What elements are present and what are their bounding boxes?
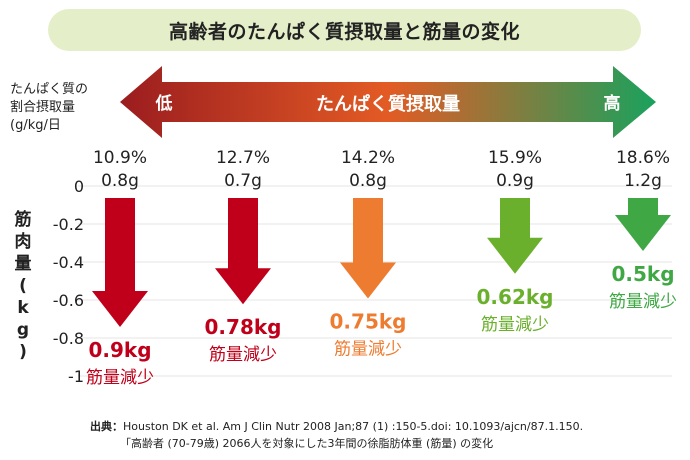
y-tick-label: -0.4	[53, 253, 84, 272]
intake-axis-label-line: たんぱく質の	[10, 82, 89, 97]
y-axis-title: 筋肉量(k g)	[14, 209, 32, 362]
intake-high-label: 高	[604, 93, 621, 114]
change-label: 筋量減少	[481, 315, 549, 335]
y-axis-title-char: )	[19, 342, 27, 362]
y-tick-label: -0.2	[53, 215, 84, 234]
y-axis-title-char: g	[17, 320, 29, 340]
change-label: 筋量減少	[334, 340, 402, 360]
y-axis-title-char: (	[19, 276, 27, 296]
change-label: 筋量減少	[609, 292, 677, 312]
category-grams-label: 0.8g	[101, 171, 139, 191]
y-ticks: 0 -0.2 -0.4 -0.6 -0.8 -1	[53, 177, 84, 386]
category-percent-label: 15.9%	[488, 148, 542, 168]
chart-title: 高齢者のたんぱく質摂取量と筋量の変化	[168, 20, 520, 43]
intake-axis-label: たんぱく質の 割合摂取量 (g/kg/日	[10, 81, 88, 135]
category-percent-label: 12.7%	[216, 148, 270, 168]
y-tick-label: -0.6	[53, 291, 84, 310]
value-label: 0.9kg	[88, 338, 151, 362]
intake-axis-label-line: (g/kg/日	[10, 118, 61, 133]
value-labels: 0.9kg 筋量減少 0.78kg 筋量減少 0.75kg 筋量減少 0.62kg 筋量減少 0…	[86, 262, 677, 388]
category-grams-label: 0.7g	[224, 171, 262, 191]
y-axis-title-char: 肉	[15, 231, 32, 252]
category-grams-label: 1.2g	[624, 171, 662, 191]
intake-axis-label-line: 割合摂取量	[10, 100, 76, 115]
intake-low-label: 低	[155, 93, 173, 114]
y-tick-label: -0.8	[53, 329, 84, 348]
value-label: 0.5kg	[611, 262, 674, 286]
change-label: 筋量減少	[86, 368, 154, 388]
category-percent-label: 10.9%	[93, 148, 147, 168]
value-label: 0.75kg	[330, 310, 407, 334]
y-tick-label: -1	[68, 367, 84, 386]
intake-arrow-label: たんぱく質摂取量	[316, 93, 460, 115]
intake-gradient-arrow	[120, 66, 656, 138]
muscle-loss-arrow	[615, 198, 671, 251]
title-banner: 高齢者のたんぱく質摂取量と筋量の変化	[48, 9, 641, 51]
bars	[92, 198, 671, 327]
y-axis-title-char: 筋	[14, 209, 32, 230]
value-label: 0.78kg	[205, 315, 282, 339]
y-axis-title-char: k	[17, 298, 29, 318]
y-axis-title-char: 量	[15, 253, 32, 274]
category-grams-label: 0.9g	[496, 171, 534, 191]
y-tick-label: 0	[74, 177, 84, 196]
source-line-2: 「高齢者 (70-79歳) 2066人を対象にした3年間の徐脂肪体重 (筋量) …	[120, 437, 494, 450]
muscle-loss-arrow	[215, 198, 271, 305]
muscle-loss-arrow	[340, 198, 396, 299]
category-labels: 10.9% 0.8g 12.7% 0.7g 14.2% 0.8g 15.9% 0.9g 18.6…	[93, 148, 670, 191]
value-label: 0.62kg	[477, 285, 554, 309]
source-prefix: 出典：	[90, 420, 123, 433]
muscle-loss-arrow	[92, 198, 148, 327]
category-grams-label: 0.8g	[349, 171, 387, 191]
category-percent-label: 14.2%	[341, 148, 395, 168]
change-label: 筋量減少	[209, 345, 277, 365]
source-line-1: Houston DK et al. Am J Clin Nutr 2008 Ja…	[123, 420, 584, 433]
muscle-loss-arrow	[487, 198, 543, 274]
source-note: 出典：Houston DK et al. Am J Clin Nutr 2008…	[90, 418, 583, 452]
category-percent-label: 18.6%	[616, 148, 670, 168]
